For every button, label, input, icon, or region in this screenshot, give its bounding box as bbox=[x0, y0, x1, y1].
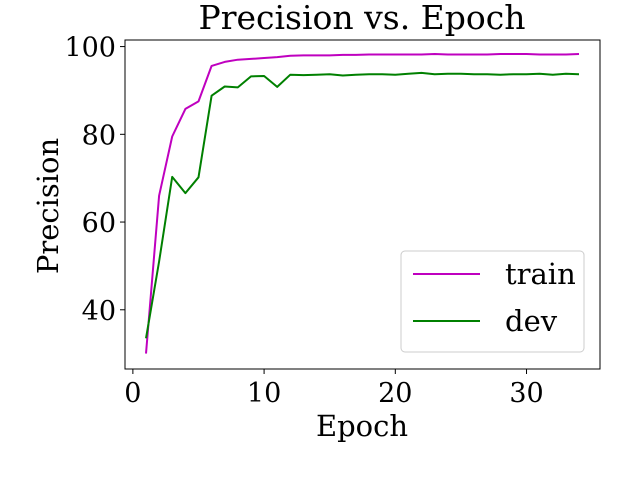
x-tick-label: 20 bbox=[378, 378, 412, 409]
x-tick-label: 0 bbox=[124, 378, 141, 409]
series-line-train bbox=[145, 53, 580, 354]
series-line-dev bbox=[145, 71, 580, 339]
y-tick-label: 60 bbox=[82, 208, 116, 239]
x-tick-label: 30 bbox=[509, 378, 543, 409]
plot-frame bbox=[124, 39, 601, 370]
chart-title: Precision vs. Epoch bbox=[198, 0, 525, 37]
legend-label-train: train bbox=[505, 257, 576, 291]
x-axis-label: Epoch bbox=[316, 409, 408, 443]
ticks-layer: 0 10 20 30 40 60 80 100 bbox=[64, 33, 543, 409]
plot-area: 0 10 20 30 40 60 80 100 bbox=[64, 33, 601, 409]
legend: train dev bbox=[400, 250, 585, 353]
legend-label-dev: dev bbox=[505, 304, 558, 338]
y-tick-label: 100 bbox=[64, 33, 116, 64]
legend-box bbox=[400, 250, 585, 353]
x-tick-label: 10 bbox=[247, 378, 281, 409]
y-axis-label: Precision bbox=[31, 138, 65, 274]
y-tick-label: 40 bbox=[82, 296, 116, 327]
series-layer bbox=[145, 53, 580, 354]
y-tick-label: 80 bbox=[82, 120, 116, 151]
